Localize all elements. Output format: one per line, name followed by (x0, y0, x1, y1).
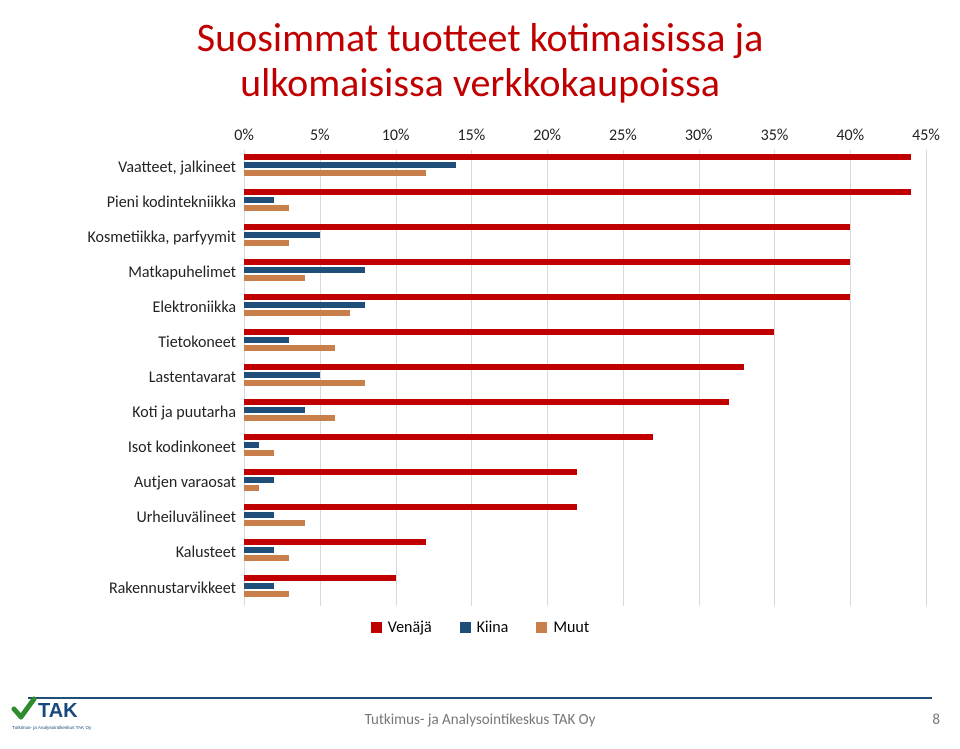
bar-row (244, 150, 926, 185)
footer-text: Tutkimus- ja Analysointikeskus TAK Oy (0, 711, 960, 729)
bar-kiina (244, 197, 274, 203)
bar-muut (244, 275, 305, 281)
grid-line (926, 150, 927, 606)
category-label: Urheiluvälineet (34, 500, 244, 535)
plot-area: 0%5%10%15%20%25%30%35%40%45% (244, 126, 926, 606)
bar-venäjä (244, 399, 729, 405)
category-label: Lastentavarat (34, 360, 244, 395)
bar-venäjä (244, 434, 653, 440)
bar-muut (244, 591, 289, 597)
bar-row (244, 395, 926, 430)
legend-label: Venäjä (388, 618, 432, 637)
legend-label: Kiina (477, 618, 509, 637)
category-label: Koti ja puutarha (34, 395, 244, 430)
page-number: 8 (932, 711, 940, 729)
bar-row (244, 325, 926, 360)
bar-muut (244, 520, 305, 526)
bar-muut (244, 170, 426, 176)
bar-venäjä (244, 539, 426, 545)
bar-row (244, 290, 926, 325)
x-tick-label: 40% (836, 126, 864, 145)
bar-row (244, 255, 926, 290)
bar-kiina (244, 583, 274, 589)
x-tick-label: 45% (912, 126, 940, 145)
bar-muut (244, 345, 335, 351)
bar-kiina (244, 162, 456, 168)
category-label: Matkapuhelimet (34, 255, 244, 290)
category-label: Kalusteet (34, 535, 244, 570)
x-tick-label: 15% (458, 126, 486, 145)
category-label: Kosmetiikka, parfyymit (34, 220, 244, 255)
legend-swatch (536, 622, 547, 633)
bar-row (244, 185, 926, 220)
legend-label: Muut (553, 618, 589, 637)
legend-item: Venäjä (371, 618, 432, 637)
bar-row (244, 500, 926, 535)
bar-muut (244, 205, 289, 211)
slide: Suosimmat tuotteet kotimaisissa ja ulkom… (0, 0, 960, 749)
bar-muut (244, 555, 289, 561)
bar-muut (244, 380, 365, 386)
x-tick-label: 5% (310, 126, 330, 145)
bar-row (244, 220, 926, 255)
category-label: Tietokoneet (34, 325, 244, 360)
bar-kiina (244, 442, 259, 448)
bar-venäjä (244, 364, 744, 370)
bar-venäjä (244, 259, 850, 265)
bar-kiina (244, 232, 320, 238)
x-tick-label: 10% (382, 126, 410, 145)
bar-muut (244, 240, 289, 246)
footer-divider (28, 697, 932, 699)
bar-venäjä (244, 575, 396, 581)
bar-venäjä (244, 224, 850, 230)
bar-row (244, 430, 926, 465)
bar-row (244, 465, 926, 500)
category-label: Rakennustarvikkeet (34, 571, 244, 606)
legend: Venäjä Kiina Muut (34, 618, 926, 637)
x-tick-label: 25% (609, 126, 637, 145)
x-tick-label: 20% (533, 126, 561, 145)
x-tick-label: 0% (234, 126, 254, 145)
category-label: Autjen varaosat (34, 465, 244, 500)
bar-kiina (244, 477, 274, 483)
bar-row (244, 535, 926, 570)
bar-kiina (244, 337, 289, 343)
chart: Vaatteet, jalkineetPieni kodintekniikkaK… (34, 126, 926, 606)
x-axis: 0%5%10%15%20%25%30%35%40%45% (244, 126, 926, 150)
legend-item: Kiina (460, 618, 509, 637)
title-line-1: Suosimmat tuotteet kotimaisissa ja (34, 16, 926, 61)
category-axis: Vaatteet, jalkineetPieni kodintekniikkaK… (34, 126, 244, 606)
category-label: Pieni kodintekniikka (34, 185, 244, 220)
bar-kiina (244, 512, 274, 518)
bar-row (244, 571, 926, 606)
category-label: Elektroniikka (34, 290, 244, 325)
bar-venäjä (244, 329, 774, 335)
x-tick-label: 35% (761, 126, 789, 145)
legend-swatch (371, 622, 382, 633)
footer: TAK Tutkimus- ja Analysointikeskus TAK O… (0, 703, 960, 735)
title-line-2: ulkomaisissa verkkokaupoissa (34, 61, 926, 106)
bar-venäjä (244, 294, 850, 300)
bar-muut (244, 415, 335, 421)
bar-kiina (244, 547, 274, 553)
legend-item: Muut (536, 618, 589, 637)
slide-title: Suosimmat tuotteet kotimaisissa ja ulkom… (34, 16, 926, 106)
bar-kiina (244, 302, 365, 308)
bar-venäjä (244, 189, 911, 195)
x-tick-label: 30% (685, 126, 713, 145)
category-label: Vaatteet, jalkineet (34, 150, 244, 185)
bar-muut (244, 485, 259, 491)
bar-muut (244, 310, 350, 316)
bar-kiina (244, 267, 365, 273)
bar-venäjä (244, 504, 577, 510)
bar-row (244, 360, 926, 395)
legend-swatch (460, 622, 471, 633)
plot (244, 150, 926, 606)
bar-muut (244, 450, 274, 456)
bar-kiina (244, 407, 305, 413)
bar-venäjä (244, 154, 911, 160)
bar-kiina (244, 372, 320, 378)
bar-venäjä (244, 469, 577, 475)
category-label: Isot kodinkoneet (34, 430, 244, 465)
